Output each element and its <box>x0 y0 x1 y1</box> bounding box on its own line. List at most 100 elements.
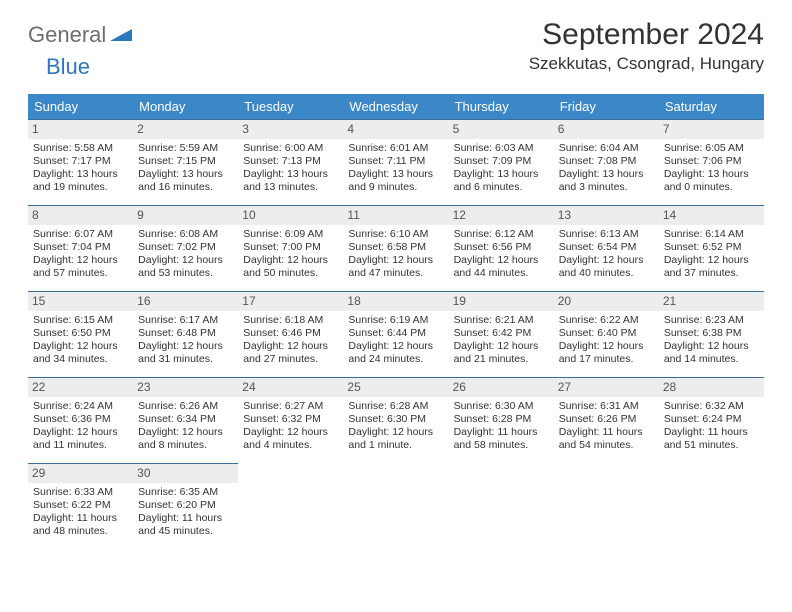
day-cell: 19Sunrise: 6:21 AMSunset: 6:42 PMDayligh… <box>449 291 554 377</box>
day-cell: 6Sunrise: 6:04 AMSunset: 7:08 PMDaylight… <box>554 119 659 205</box>
sunset: Sunset: 6:22 PM <box>33 499 128 512</box>
daylight-1: Daylight: 11 hours <box>664 426 759 439</box>
day-cell: 4Sunrise: 6:01 AMSunset: 7:11 PMDaylight… <box>343 119 448 205</box>
sunrise: Sunrise: 6:14 AM <box>664 228 759 241</box>
sunrise: Sunrise: 6:03 AM <box>454 142 549 155</box>
daylight-1: Daylight: 12 hours <box>138 426 233 439</box>
day-cell: 5Sunrise: 6:03 AMSunset: 7:09 PMDaylight… <box>449 119 554 205</box>
daylight-2: and 48 minutes. <box>33 525 128 538</box>
weekday-header: Saturday <box>659 94 764 119</box>
weekday-header: Wednesday <box>343 94 448 119</box>
weekday-header: Sunday <box>28 94 133 119</box>
day-number: 10 <box>238 206 343 225</box>
sunrise: Sunrise: 6:33 AM <box>33 486 128 499</box>
daylight-2: and 53 minutes. <box>138 267 233 280</box>
daylight-1: Daylight: 13 hours <box>138 168 233 181</box>
day-number: 17 <box>238 292 343 311</box>
month-title: September 2024 <box>529 18 764 52</box>
daylight-1: Daylight: 12 hours <box>243 340 338 353</box>
daylight-1: Daylight: 13 hours <box>33 168 128 181</box>
weekday-header: Tuesday <box>238 94 343 119</box>
sunrise: Sunrise: 6:04 AM <box>559 142 654 155</box>
daylight-1: Daylight: 12 hours <box>664 254 759 267</box>
sunrise: Sunrise: 6:27 AM <box>243 400 338 413</box>
daylight-1: Daylight: 12 hours <box>138 340 233 353</box>
daylight-1: Daylight: 12 hours <box>138 254 233 267</box>
sunset: Sunset: 6:28 PM <box>454 413 549 426</box>
sunset: Sunset: 6:56 PM <box>454 241 549 254</box>
daylight-2: and 27 minutes. <box>243 353 338 366</box>
day-number: 3 <box>238 120 343 139</box>
day-cell: 8Sunrise: 6:07 AMSunset: 7:04 PMDaylight… <box>28 205 133 291</box>
daylight-2: and 54 minutes. <box>559 439 654 452</box>
daylight-2: and 0 minutes. <box>664 181 759 194</box>
daylight-2: and 14 minutes. <box>664 353 759 366</box>
sunrise: Sunrise: 5:58 AM <box>33 142 128 155</box>
sunset: Sunset: 6:32 PM <box>243 413 338 426</box>
sunset: Sunset: 7:00 PM <box>243 241 338 254</box>
sunset: Sunset: 6:54 PM <box>559 241 654 254</box>
sunset: Sunset: 6:42 PM <box>454 327 549 340</box>
weekday-header: Thursday <box>449 94 554 119</box>
daylight-1: Daylight: 11 hours <box>138 512 233 525</box>
empty-cell <box>449 463 554 549</box>
daylight-1: Daylight: 13 hours <box>348 168 443 181</box>
day-number: 18 <box>343 292 448 311</box>
daylight-2: and 13 minutes. <box>243 181 338 194</box>
day-number: 13 <box>554 206 659 225</box>
daylight-2: and 31 minutes. <box>138 353 233 366</box>
sunrise: Sunrise: 6:07 AM <box>33 228 128 241</box>
day-number: 9 <box>133 206 238 225</box>
day-number: 28 <box>659 378 764 397</box>
sunrise: Sunrise: 6:23 AM <box>664 314 759 327</box>
sunrise: Sunrise: 6:19 AM <box>348 314 443 327</box>
day-number: 19 <box>449 292 554 311</box>
sunset: Sunset: 7:17 PM <box>33 155 128 168</box>
daylight-1: Daylight: 12 hours <box>664 340 759 353</box>
day-cell: 25Sunrise: 6:28 AMSunset: 6:30 PMDayligh… <box>343 377 448 463</box>
title-block: September 2024 Szekkutas, Csongrad, Hung… <box>529 18 764 74</box>
sunset: Sunset: 7:02 PM <box>138 241 233 254</box>
daylight-2: and 1 minute. <box>348 439 443 452</box>
day-number: 6 <box>554 120 659 139</box>
day-cell: 27Sunrise: 6:31 AMSunset: 6:26 PMDayligh… <box>554 377 659 463</box>
daylight-1: Daylight: 12 hours <box>454 254 549 267</box>
daylight-1: Daylight: 13 hours <box>243 168 338 181</box>
day-number: 24 <box>238 378 343 397</box>
day-number: 2 <box>133 120 238 139</box>
sunset: Sunset: 6:20 PM <box>138 499 233 512</box>
day-cell: 3Sunrise: 6:00 AMSunset: 7:13 PMDaylight… <box>238 119 343 205</box>
day-cell: 13Sunrise: 6:13 AMSunset: 6:54 PMDayligh… <box>554 205 659 291</box>
day-number: 22 <box>28 378 133 397</box>
day-cell: 12Sunrise: 6:12 AMSunset: 6:56 PMDayligh… <box>449 205 554 291</box>
day-number: 23 <box>133 378 238 397</box>
sunrise: Sunrise: 6:28 AM <box>348 400 443 413</box>
day-cell: 14Sunrise: 6:14 AMSunset: 6:52 PMDayligh… <box>659 205 764 291</box>
sunset: Sunset: 6:44 PM <box>348 327 443 340</box>
day-cell: 2Sunrise: 5:59 AMSunset: 7:15 PMDaylight… <box>133 119 238 205</box>
sunset: Sunset: 7:11 PM <box>348 155 443 168</box>
sunset: Sunset: 7:15 PM <box>138 155 233 168</box>
sunset: Sunset: 7:06 PM <box>664 155 759 168</box>
sunset: Sunset: 6:36 PM <box>33 413 128 426</box>
sunrise: Sunrise: 6:12 AM <box>454 228 549 241</box>
empty-cell <box>343 463 448 549</box>
sunrise: Sunrise: 6:35 AM <box>138 486 233 499</box>
daylight-2: and 17 minutes. <box>559 353 654 366</box>
daylight-2: and 11 minutes. <box>33 439 128 452</box>
daylight-1: Daylight: 11 hours <box>559 426 654 439</box>
sunrise: Sunrise: 6:26 AM <box>138 400 233 413</box>
day-cell: 26Sunrise: 6:30 AMSunset: 6:28 PMDayligh… <box>449 377 554 463</box>
day-cell: 11Sunrise: 6:10 AMSunset: 6:58 PMDayligh… <box>343 205 448 291</box>
sunrise: Sunrise: 6:08 AM <box>138 228 233 241</box>
day-number: 27 <box>554 378 659 397</box>
sunrise: Sunrise: 6:10 AM <box>348 228 443 241</box>
sunset: Sunset: 6:24 PM <box>664 413 759 426</box>
logo-word-general: General <box>28 22 106 48</box>
daylight-1: Daylight: 11 hours <box>454 426 549 439</box>
day-number: 30 <box>133 464 238 483</box>
sunrise: Sunrise: 6:21 AM <box>454 314 549 327</box>
day-cell: 1Sunrise: 5:58 AMSunset: 7:17 PMDaylight… <box>28 119 133 205</box>
calendar-grid: Sunday Monday Tuesday Wednesday Thursday… <box>28 94 764 549</box>
day-cell: 7Sunrise: 6:05 AMSunset: 7:06 PMDaylight… <box>659 119 764 205</box>
